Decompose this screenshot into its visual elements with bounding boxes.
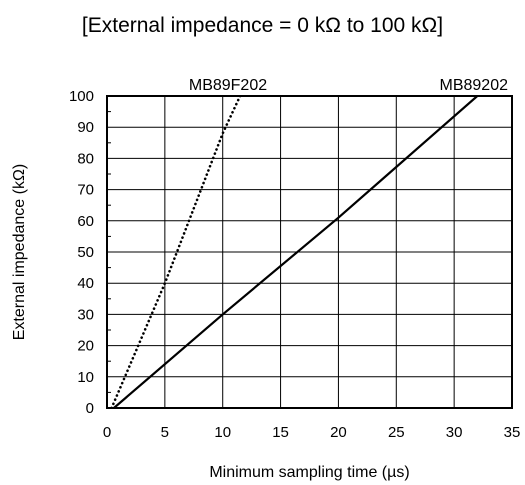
x-tick-label: 30 <box>446 424 463 441</box>
x-axis-label: Minimum sampling time (µs) <box>209 464 409 481</box>
chart-title: [External impedance = 0 kΩ to 100 kΩ] <box>81 14 444 37</box>
y-axis-label: External impedance (kΩ) <box>11 164 28 340</box>
x-tick-label: 35 <box>504 424 521 441</box>
x-tick-label: 5 <box>161 424 169 441</box>
x-tick-label: 20 <box>330 424 347 441</box>
y-tick-label: 90 <box>77 119 94 136</box>
y-tick-label: 80 <box>77 150 94 167</box>
y-tick-label: 30 <box>77 306 94 323</box>
y-tick-label: 100 <box>69 88 94 105</box>
series-label-mb89f202: MB89F202 <box>189 77 267 94</box>
series-label-mb89202: MB89202 <box>440 77 509 94</box>
x-tick-label: 10 <box>214 424 231 441</box>
series-line-mb89202 <box>113 96 479 408</box>
labels: 0 5 10 15 20 25 30 35 0 10 20 30 40 50 60 70 80 90 100 MB89… <box>11 77 520 481</box>
y-tick-label: 10 <box>77 369 94 386</box>
series-lines <box>110 96 479 408</box>
y-tick-label: 70 <box>77 182 94 199</box>
y-tick-label: 20 <box>77 338 94 355</box>
x-tick-label: 15 <box>272 424 289 441</box>
y-tick-label: 0 <box>86 400 94 417</box>
y-tick-label: 50 <box>77 244 94 261</box>
x-tick-label: 25 <box>388 424 405 441</box>
x-tick-label: 0 <box>103 424 111 441</box>
plot-frame <box>106 95 513 409</box>
axes <box>106 95 513 409</box>
series-line-mb89f202 <box>110 96 242 408</box>
y-tick-label: 60 <box>77 213 94 230</box>
y-tick-label: 40 <box>77 275 94 292</box>
grid <box>107 96 512 408</box>
